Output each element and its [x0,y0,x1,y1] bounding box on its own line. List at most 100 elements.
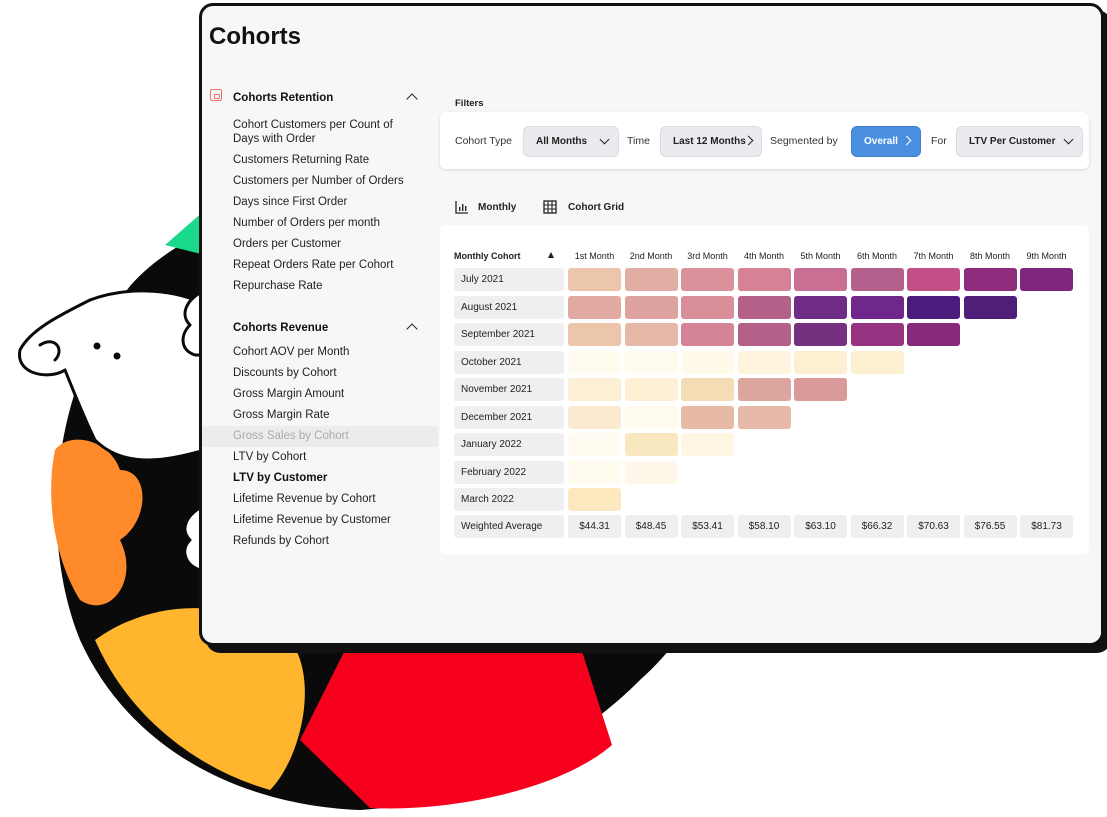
heatmap-cell[interactable] [568,378,621,401]
heatmap-cell[interactable] [850,323,904,346]
heatmap-cell[interactable] [737,268,791,291]
time-dropdown[interactable]: Last 12 Months [660,126,762,157]
nav-item-repurchase-rate[interactable]: Repurchase Rate [233,280,323,292]
heatmap-cell[interactable] [963,295,1017,319]
sort-up-icon[interactable] [548,252,554,258]
heatmap-cell[interactable] [737,405,791,429]
weighted-average-value: $44.31 [568,514,621,538]
heatmap-cell[interactable] [794,378,847,401]
nav-item-ltv-by-cohort[interactable]: LTV by Cohort [233,451,307,463]
heatmap-cell[interactable] [568,268,621,291]
heatmap-cell[interactable] [568,488,621,511]
heatmap-cell[interactable] [794,268,847,291]
heatmap-cell[interactable] [737,350,791,374]
row-label: December 2021 [454,405,564,429]
heatmap-cell[interactable] [681,268,734,291]
blob-orange [51,439,143,606]
heatmap-cell[interactable] [568,295,621,319]
nav-item-gross-margin-amount[interactable]: Gross Margin Amount [233,388,345,400]
weighted-average-value: $58.10 [737,514,791,538]
heatmap-cell[interactable] [624,378,678,401]
heatmap-cell[interactable] [568,460,621,484]
heatmap-cell[interactable] [850,295,904,319]
heatmap-cell[interactable] [850,350,904,374]
sidebar: Cohorts Retention Cohort Customers per C… [202,86,438,643]
heatmap-cell[interactable] [907,323,960,346]
heatmap-cell[interactable] [794,350,847,374]
heatmap-cell[interactable] [624,295,678,319]
chevron-up-icon[interactable] [406,323,418,335]
nav-list-revenue: Cohort AOV per Month Discounts by Cohort… [202,342,438,552]
weighted-average-label: Weighted Average [454,514,564,538]
cohort-type-dropdown[interactable]: All Months [523,126,619,157]
column-header: 1st Month [574,251,615,261]
chevron-up-icon[interactable] [406,93,418,105]
heatmap-cell[interactable] [624,433,678,456]
heatmap-cell[interactable] [681,433,734,456]
weighted-average-value: $63.10 [794,514,847,538]
nav-item-customers-returning-rate[interactable]: Customers Returning Rate [233,154,370,166]
page-title: Cohorts [209,23,301,50]
column-header: 5th Month [800,251,841,261]
heatmap-cell[interactable] [681,378,734,401]
nav-item-cohort-customers-per-count-of-days[interactable]: Cohort Customers per Count of Days with … [233,119,393,145]
grid-icon [543,200,557,214]
heatmap-cell[interactable] [907,295,960,319]
column-header: 9th Month [1026,251,1067,261]
heatmap-cell[interactable] [624,460,678,484]
nav-item-discounts-by-cohort[interactable]: Discounts by Cohort [233,367,337,379]
heatmap-cell[interactable] [1020,268,1073,291]
row-label: March 2022 [454,488,564,511]
heatmap-cell[interactable] [907,268,960,291]
heatmap-cell[interactable] [681,405,734,429]
column-header: 6th Month [856,251,898,261]
character-nose [38,340,61,362]
heatmap-cell[interactable] [568,405,621,429]
for-dropdown[interactable]: LTV Per Customer [956,126,1083,157]
nav-item-repeat-orders-rate-per-cohort[interactable]: Repeat Orders Rate per Cohort [233,259,394,271]
row-label: August 2021 [454,295,564,319]
nav-item-ltv-by-customer[interactable]: LTV by Customer [233,472,328,484]
row-label: September 2021 [454,323,564,346]
nav-item-number-of-orders-per-month[interactable]: Number of Orders per month [233,217,381,229]
heatmap-cell[interactable] [681,295,734,319]
heatmap-cell[interactable] [737,323,791,346]
blob-red [300,645,612,809]
heatmap-cell[interactable] [624,350,678,374]
nav-item-gross-margin-rate[interactable]: Gross Margin Rate [233,409,330,421]
section-header-retention[interactable]: Cohorts Retention [202,86,438,108]
heatmap-cell[interactable] [624,405,678,429]
nav-item-cohort-aov-per-month[interactable]: Cohort AOV per Month [233,346,350,358]
heatmap-cell[interactable] [681,323,734,346]
heatmap-cell[interactable] [794,295,847,319]
heatmap-cell[interactable] [568,323,621,346]
section-header-revenue[interactable]: Cohorts Revenue [202,316,438,338]
heatmap-cell[interactable] [794,323,847,346]
filters-label: Filters [455,98,484,109]
nav-item-lifetime-revenue-by-customer[interactable]: Lifetime Revenue by Customer [233,514,391,526]
heatmap-cell[interactable] [681,350,734,374]
heatmap-cell[interactable] [737,378,791,401]
app-window: Cohorts Cohorts Retention Cohort Custome… [199,3,1104,646]
row-label: February 2022 [454,460,564,484]
heatmap-cell[interactable] [737,295,791,319]
nav-item-customers-per-number-of-orders[interactable]: Customers per Number of Orders [233,175,404,187]
nav-item-lifetime-revenue-by-cohort[interactable]: Lifetime Revenue by Cohort [233,493,376,505]
heatmap-cell[interactable] [568,350,621,374]
column-header: 8th Month [969,251,1011,261]
heatmap-cell[interactable] [963,268,1017,291]
heatmap-cell[interactable] [850,268,904,291]
nav-item-refunds-by-cohort[interactable]: Refunds by Cohort [233,535,329,547]
blob-green [165,210,205,255]
nav-item-orders-per-customer[interactable]: Orders per Customer [233,238,342,250]
heatmap-cell[interactable] [568,433,621,456]
row-label: November 2021 [454,378,564,401]
heatmap-cell[interactable] [624,323,678,346]
nav-item-days-since-first-order[interactable]: Days since First Order [233,196,348,208]
bar-chart-icon [455,201,468,214]
main-content: Filters Cohort Type All Months Time Last… [438,68,1101,643]
section-title-revenue: Cohorts Revenue [233,322,329,334]
weighted-average-value: $70.63 [907,514,960,538]
segmented-by-dropdown[interactable]: Overall [851,126,921,157]
heatmap-cell[interactable] [624,268,678,291]
